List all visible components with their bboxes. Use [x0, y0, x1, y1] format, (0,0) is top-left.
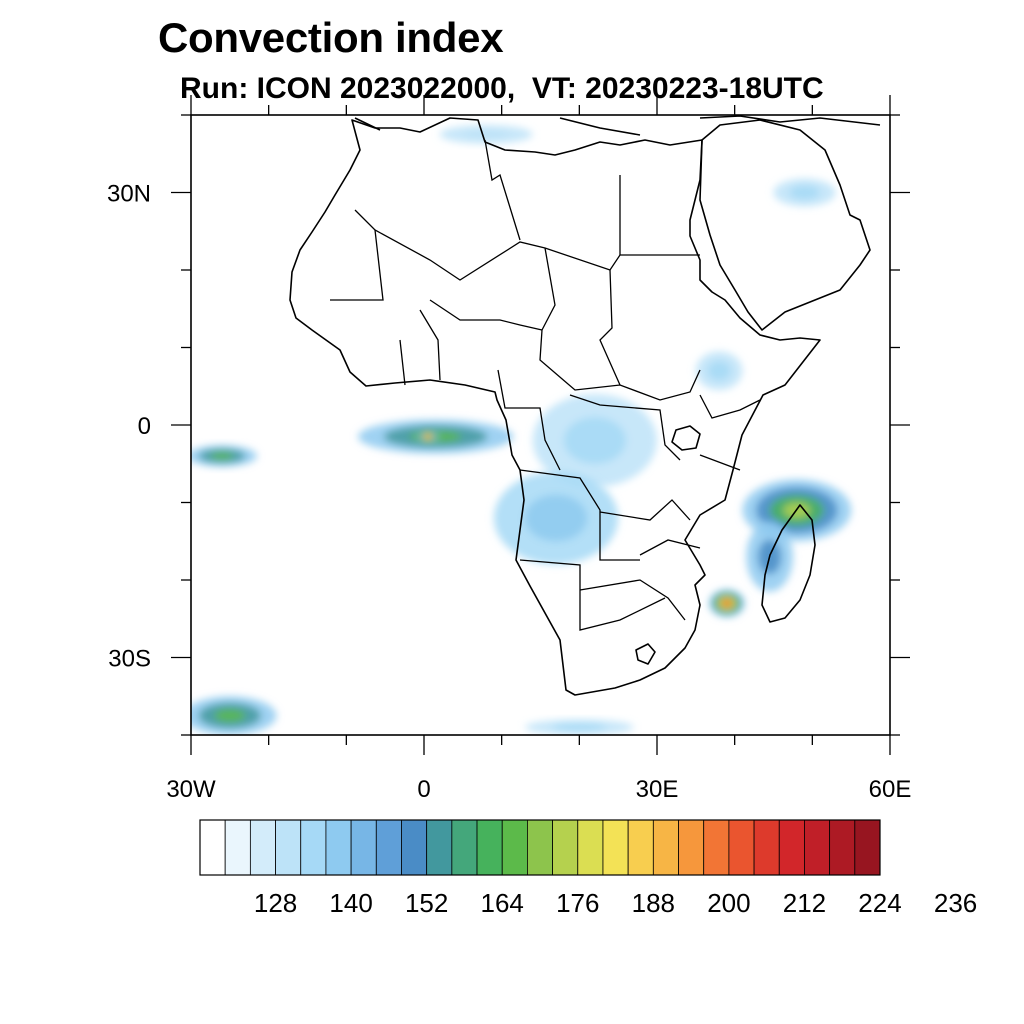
lat-tick-label: 30N	[107, 181, 151, 208]
country-borders	[330, 139, 761, 631]
colorbar-swatch	[275, 819, 302, 876]
lon-tick-label: 60E	[869, 776, 912, 803]
lat-tick-label: 0	[138, 413, 151, 440]
colorbar-label: 212	[783, 888, 826, 918]
lon-tick-label: 30E	[636, 776, 679, 803]
colorbar	[199, 819, 881, 876]
convection-angola-zambia	[493, 471, 619, 565]
africa-coastline	[289, 117, 821, 696]
colorbar-labels: 128 140 152 164 176 188 200 212 224 236	[254, 888, 977, 918]
colorbar-swatch	[778, 819, 805, 876]
lake-victoria	[671, 425, 701, 451]
colorbar-swatch	[753, 819, 780, 876]
colorbar-label: 224	[858, 888, 901, 918]
colorbar-swatch	[829, 819, 856, 876]
colorbar-swatch	[199, 819, 226, 876]
lesotho-border	[635, 643, 656, 665]
colorbar-label: 128	[254, 888, 297, 918]
colorbar-label: 140	[329, 888, 372, 918]
convection-mediterranean-streak	[439, 125, 533, 144]
colorbar-swatch	[627, 819, 654, 876]
colorbar-swatch	[854, 819, 881, 876]
colorbar-swatch	[451, 819, 478, 876]
colorbar-swatch	[375, 819, 402, 876]
lat-tick-label: 30S	[108, 646, 151, 673]
colorbar-swatch	[552, 819, 579, 876]
convection-south-atlantic-band	[524, 719, 634, 735]
europe-coastline	[354, 115, 881, 136]
colorbar-frame	[199, 819, 881, 876]
colorbar-label: 152	[405, 888, 448, 918]
convection-arabian-gulf-cells	[773, 178, 836, 207]
colorbar-swatch	[703, 819, 730, 876]
colorbar-swatch	[300, 819, 327, 876]
colorbar-label: 200	[707, 888, 750, 918]
colorbar-label: 236	[934, 888, 977, 918]
colorbar-swatch	[501, 819, 528, 876]
coastlines-and-borders	[289, 115, 881, 696]
convection-field	[191, 125, 852, 735]
convection-equatorial-atlantic-west	[191, 445, 258, 467]
colorbar-swatch	[577, 819, 604, 876]
colorbar-swatch	[728, 819, 755, 876]
convection-central-africa-congo	[532, 394, 657, 487]
page-title: Convection index	[158, 14, 504, 61]
convection-mozambique-channel-cyclone	[709, 589, 745, 618]
convection-east-africa-highlands	[695, 351, 743, 391]
colorbar-label: 176	[556, 888, 599, 918]
colorbar-swatch	[325, 819, 352, 876]
axis-tick-labels: 30W 0 30E 60E 30N 0 30S	[107, 181, 911, 804]
colorbar-swatch	[804, 819, 831, 876]
colorbar-swatch	[476, 819, 503, 876]
map-panel: 30W 0 30E 60E 30N 0 30S	[107, 95, 911, 803]
convection-gulf-of-guinea-core	[417, 428, 439, 445]
page-subtitle: Run: ICON 2023022000, VT: 20230223-18UTC	[180, 72, 824, 105]
axis-ticks	[171, 95, 910, 755]
colorbar-swatch	[401, 819, 428, 876]
colorbar-swatch	[652, 819, 679, 876]
colorbar-swatch	[426, 819, 453, 876]
colorbar-swatch	[602, 819, 629, 876]
colorbar-swatch	[527, 819, 553, 876]
colorbar-swatch	[350, 819, 377, 876]
colorbar-swatch	[678, 819, 705, 876]
arabia-coastline	[699, 119, 871, 331]
lon-tick-label: 30W	[166, 776, 216, 803]
colorbar-label: 164	[481, 888, 524, 918]
lon-tick-label: 0	[417, 776, 430, 803]
colorbar-label: 188	[632, 888, 675, 918]
colorbar-swatch	[249, 819, 276, 876]
madagascar-coastline	[761, 504, 816, 623]
convection-southwest-atlantic-band	[191, 696, 277, 735]
colorbar-swatch	[224, 819, 251, 876]
